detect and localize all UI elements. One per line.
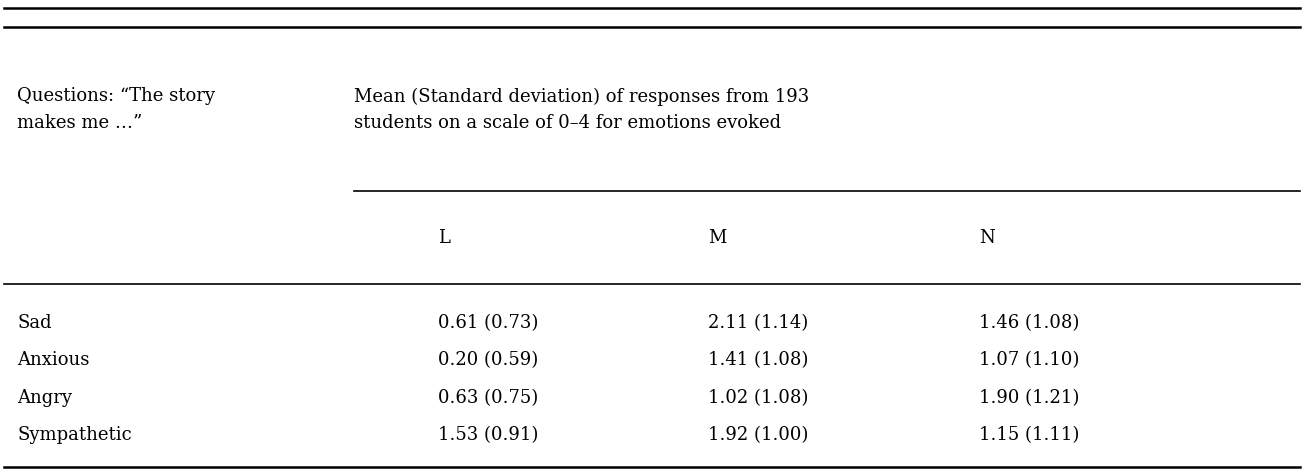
Text: N: N <box>979 229 995 247</box>
Text: Sad: Sad <box>17 313 52 331</box>
Text: 1.53 (0.91): 1.53 (0.91) <box>438 426 539 444</box>
Text: 1.07 (1.10): 1.07 (1.10) <box>979 351 1080 368</box>
Text: 1.92 (1.00): 1.92 (1.00) <box>708 426 808 444</box>
Text: Sympathetic: Sympathetic <box>17 426 132 444</box>
Text: 1.02 (1.08): 1.02 (1.08) <box>708 388 808 406</box>
Text: 1.90 (1.21): 1.90 (1.21) <box>979 388 1080 406</box>
Text: 2.11 (1.14): 2.11 (1.14) <box>708 313 808 331</box>
Text: M: M <box>708 229 726 247</box>
Text: 0.63 (0.75): 0.63 (0.75) <box>438 388 539 406</box>
Text: 0.20 (0.59): 0.20 (0.59) <box>438 351 539 368</box>
Text: 0.61 (0.73): 0.61 (0.73) <box>438 313 539 331</box>
Text: Questions: “The story
makes me …”: Questions: “The story makes me …” <box>17 87 215 131</box>
Text: Anxious: Anxious <box>17 351 90 368</box>
Text: Angry: Angry <box>17 388 72 406</box>
Text: Mean (Standard deviation) of responses from 193
students on a scale of 0–4 for e: Mean (Standard deviation) of responses f… <box>353 87 810 132</box>
Text: 1.41 (1.08): 1.41 (1.08) <box>708 351 808 368</box>
Text: 1.15 (1.11): 1.15 (1.11) <box>979 426 1080 444</box>
Text: L: L <box>438 229 450 247</box>
Text: 1.46 (1.08): 1.46 (1.08) <box>979 313 1080 331</box>
